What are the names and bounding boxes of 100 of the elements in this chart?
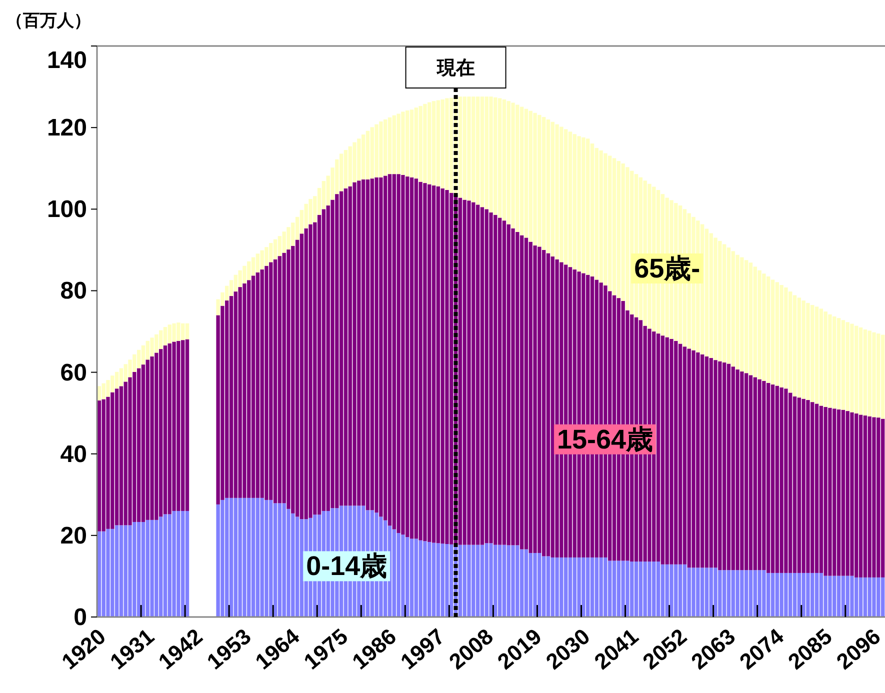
bar (568, 557, 572, 617)
bar (524, 549, 528, 617)
bar (748, 375, 753, 570)
bar (722, 362, 726, 570)
bar (366, 130, 370, 180)
bar (410, 177, 414, 539)
bar (722, 570, 726, 617)
bar (594, 148, 599, 280)
bar (520, 549, 524, 617)
bar (158, 349, 163, 517)
bar (726, 570, 731, 617)
bar (432, 542, 436, 617)
bar (880, 334, 885, 419)
bar (700, 354, 704, 568)
bar (436, 186, 440, 544)
bar (163, 327, 168, 346)
bar (476, 204, 480, 545)
bar (836, 318, 841, 410)
bar (388, 117, 392, 174)
bar (590, 557, 594, 617)
y-tick-label: 40 (60, 440, 87, 468)
bar (748, 570, 753, 617)
bar (119, 525, 124, 617)
bar (361, 134, 366, 180)
bar (273, 259, 278, 504)
bar (524, 108, 528, 238)
bar (476, 544, 480, 617)
bar (542, 250, 546, 556)
bar (858, 577, 863, 617)
bar (251, 498, 256, 617)
bar (524, 238, 528, 550)
bar (141, 522, 146, 617)
bar (841, 320, 846, 410)
bar (278, 503, 282, 617)
bar (136, 368, 141, 522)
bar (766, 572, 770, 617)
bar (748, 262, 753, 376)
bar (546, 253, 550, 556)
bar (863, 416, 868, 578)
bar (344, 188, 348, 506)
bar (616, 161, 621, 298)
bar (480, 544, 484, 617)
bar (634, 562, 638, 617)
bar (180, 510, 185, 617)
bar (704, 568, 709, 617)
y-tick-label: 80 (60, 278, 87, 305)
bar (163, 514, 168, 617)
bar (498, 218, 502, 545)
bar (542, 116, 546, 250)
bar (726, 364, 731, 570)
bar (564, 129, 568, 265)
bar (458, 544, 462, 617)
bar (766, 276, 770, 383)
bar (273, 503, 278, 617)
bar (770, 280, 775, 385)
bar (256, 272, 260, 498)
y-tick-label: 0 (74, 604, 87, 631)
bar (704, 356, 709, 568)
bar (858, 414, 863, 578)
bar (863, 329, 868, 416)
bar (770, 384, 775, 573)
bar (414, 108, 418, 179)
bar (792, 295, 797, 396)
bar (180, 340, 185, 511)
bar (682, 564, 687, 617)
bar (616, 560, 621, 617)
bar (251, 276, 256, 498)
bar (234, 274, 238, 292)
bar (792, 572, 797, 617)
bar (814, 306, 819, 404)
bar (141, 345, 146, 365)
bar (480, 207, 484, 545)
bar (814, 572, 819, 617)
bar (361, 179, 366, 506)
bar (770, 572, 775, 617)
bar (300, 519, 304, 617)
bar (119, 368, 124, 386)
bar (880, 418, 885, 578)
bar (660, 564, 665, 617)
bar (185, 339, 190, 511)
bar (726, 247, 731, 364)
bar (136, 522, 141, 617)
ref-line-label: 現在 (436, 58, 475, 79)
y-tick-label: 60 (60, 359, 87, 386)
bar (542, 556, 546, 617)
y-tick-label: 140 (46, 47, 87, 74)
bar (722, 244, 726, 362)
bar (836, 576, 841, 617)
bar (792, 396, 797, 573)
bar (568, 132, 572, 268)
bar (814, 404, 819, 573)
bar (638, 562, 643, 617)
bar (414, 178, 418, 539)
bar (612, 560, 616, 617)
bar (660, 336, 665, 564)
bar (594, 557, 599, 617)
bar (344, 150, 348, 188)
bar (502, 544, 506, 617)
bar (819, 308, 824, 406)
bar (383, 119, 388, 176)
